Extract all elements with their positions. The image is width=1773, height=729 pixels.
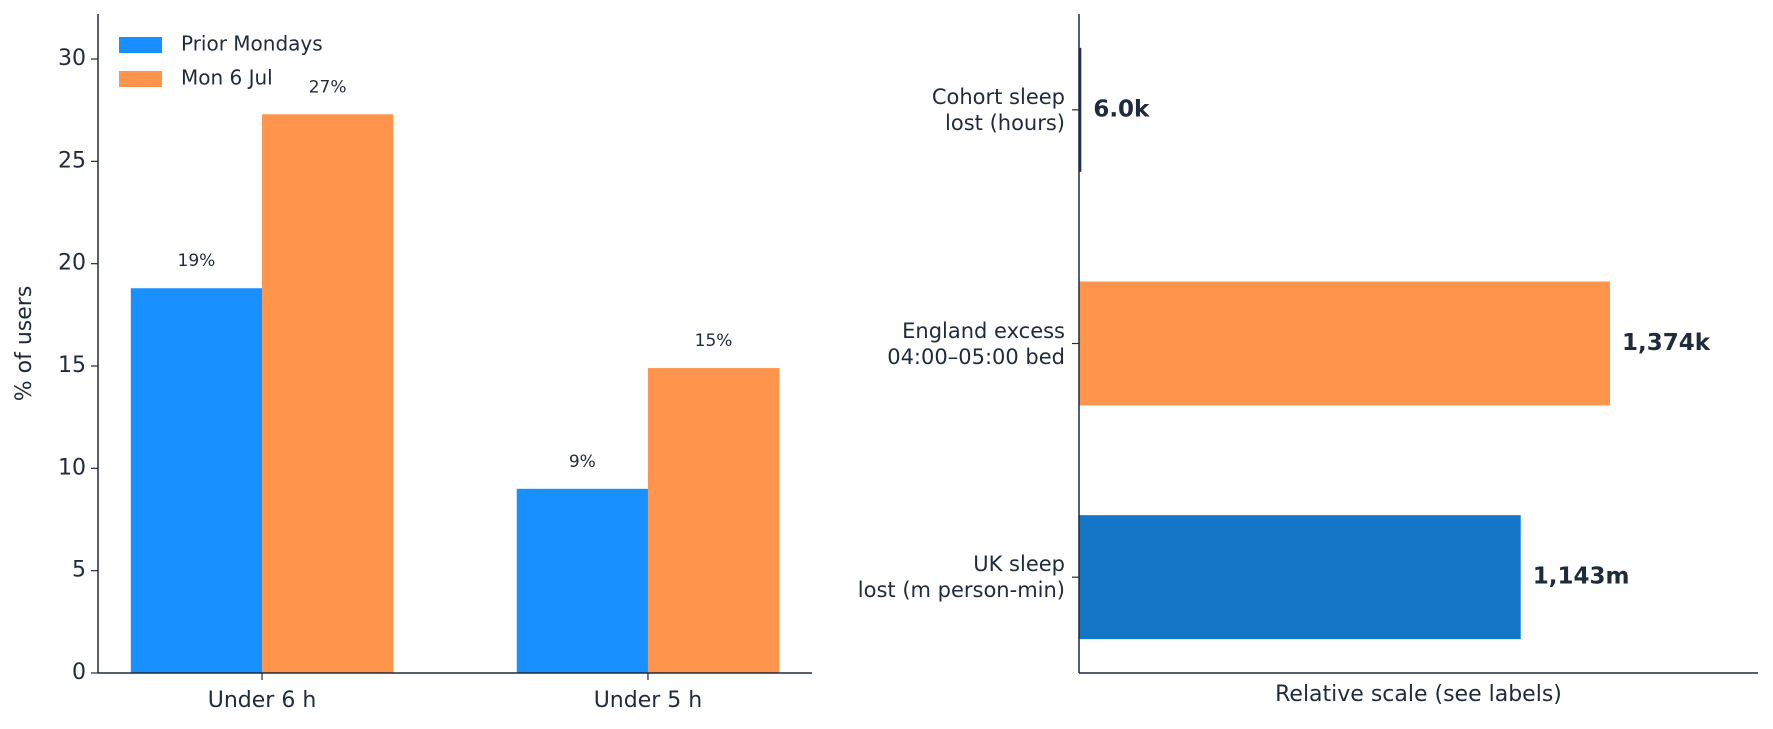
bar	[1079, 281, 1610, 406]
y-tick-label: 25	[58, 148, 86, 173]
legend-swatch	[119, 37, 162, 53]
legend-label: Mon 6 Jul	[181, 66, 273, 90]
x-tick-label: Under 5 h	[594, 688, 703, 713]
x-tick-label: Under 6 h	[208, 688, 317, 713]
bar	[130, 288, 263, 673]
bar	[1079, 515, 1521, 640]
legend-label: Prior Mondays	[181, 32, 323, 56]
bar	[516, 488, 648, 673]
y-tick-label: England excess 04:00–05:00 bed	[887, 318, 1065, 369]
y-tick-label: UK sleep lost (m person-min)	[857, 552, 1065, 603]
value-label: 19%	[178, 251, 216, 271]
y-tick-label: 10	[58, 455, 86, 480]
bar	[262, 114, 394, 674]
bar	[1079, 47, 1082, 172]
y-tick-label: 0	[72, 660, 86, 685]
value-label: 9%	[569, 452, 596, 472]
value-label: 1,143m	[1533, 564, 1630, 590]
value-label: 1,374k	[1622, 330, 1711, 356]
y-tick-label: 20	[58, 251, 86, 276]
y-axis-label: % of users	[12, 286, 37, 402]
y-tick-label: 15	[58, 353, 86, 378]
x-axis-label: Relative scale (see labels)	[1275, 682, 1562, 707]
legend-swatch	[119, 71, 162, 87]
value-label: 6.0k	[1093, 96, 1150, 122]
bar	[647, 368, 780, 673]
y-tick-label: Cohort sleep lost (hours)	[931, 84, 1065, 135]
value-label: 15%	[695, 331, 733, 351]
y-tick-label: 30	[58, 46, 86, 71]
y-tick-label: 5	[72, 558, 86, 583]
value-label: 27%	[309, 77, 347, 97]
